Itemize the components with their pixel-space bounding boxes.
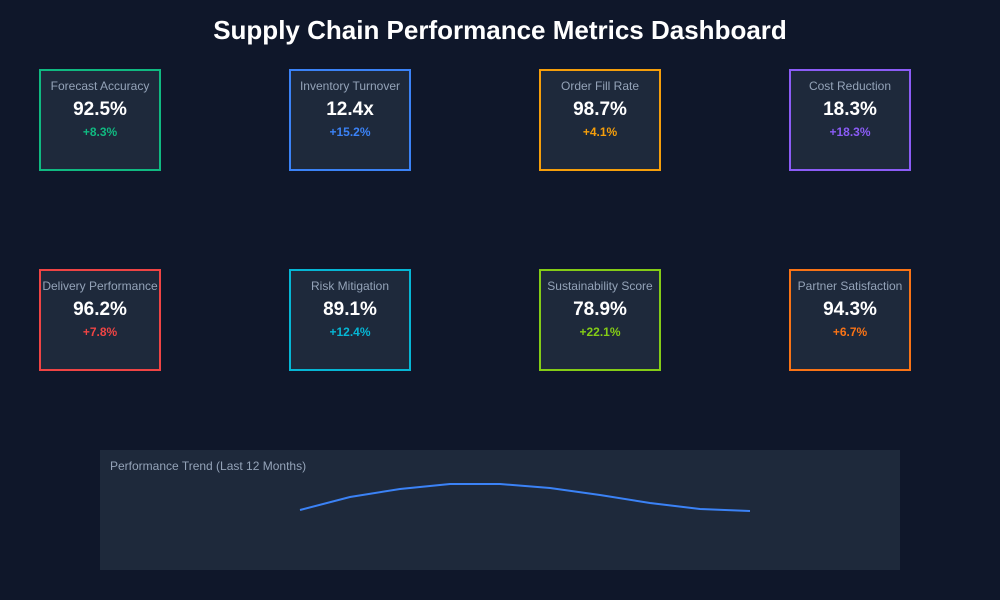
metric-change: +22.1% <box>579 325 621 339</box>
trend-title: Performance Trend (Last 12 Months) <box>110 459 307 473</box>
metric-value: 18.3% <box>823 99 877 120</box>
metric-card-delivery-performance: Delivery Performance 96.2% +7.8% <box>39 269 161 371</box>
metric-value: 94.3% <box>823 299 877 320</box>
metric-change: +7.8% <box>82 325 118 339</box>
metric-card-order-fill-rate: Order Fill Rate 98.7% +4.1% <box>539 69 661 171</box>
metric-change: +8.3% <box>82 125 118 139</box>
metric-label: Delivery Performance <box>42 279 158 293</box>
trend-chart <box>299 483 751 512</box>
metric-label: Forecast Accuracy <box>50 79 150 93</box>
metric-label: Cost Reduction <box>808 79 892 93</box>
metric-card-cost-reduction: Cost Reduction 18.3% +18.3% <box>789 69 911 171</box>
trend-line <box>299 483 751 512</box>
metric-change: +12.4% <box>329 325 371 339</box>
metric-change: +15.2% <box>329 125 371 139</box>
metric-card-partner-satisfaction: Partner Satisfaction 94.3% +6.7% <box>789 269 911 371</box>
metric-value: 78.9% <box>573 299 627 320</box>
metric-change: +4.1% <box>582 125 618 139</box>
performance-trend-panel: Performance Trend (Last 12 Months) <box>100 450 900 570</box>
metric-card-inventory-turnover: Inventory Turnover 12.4x +15.2% <box>289 69 411 171</box>
metric-value: 92.5% <box>73 99 127 120</box>
metric-change: +18.3% <box>829 125 871 139</box>
metric-value: 98.7% <box>573 99 627 120</box>
metric-label: Inventory Turnover <box>299 79 401 93</box>
metric-change: +6.7% <box>832 325 868 339</box>
metric-card-risk-mitigation: Risk Mitigation 89.1% +12.4% <box>289 269 411 371</box>
page-title: Supply Chain Performance Metrics Dashboa… <box>213 15 787 45</box>
metric-label: Risk Mitigation <box>310 279 390 293</box>
metric-label: Sustainability Score <box>547 279 653 293</box>
metric-value: 96.2% <box>73 299 127 320</box>
metric-label: Order Fill Rate <box>560 79 640 93</box>
metric-value: 12.4x <box>326 99 374 120</box>
metric-value: 89.1% <box>323 299 377 320</box>
metric-card-sustainability-score: Sustainability Score 78.9% +22.1% <box>539 269 661 371</box>
metric-label: Partner Satisfaction <box>797 279 903 293</box>
metric-card-forecast-accuracy: Forecast Accuracy 92.5% +8.3% <box>39 69 161 171</box>
